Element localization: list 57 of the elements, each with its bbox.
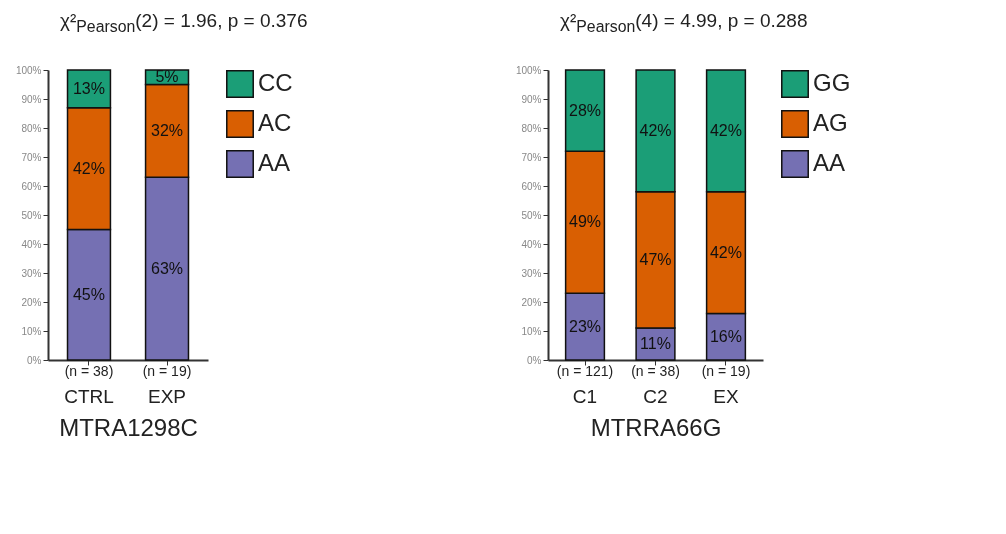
y-tick-label: 60% — [21, 180, 42, 192]
data-label: 16% — [709, 327, 743, 345]
legend-label: AA — [813, 149, 846, 176]
data-label: 42% — [709, 121, 743, 139]
y-tick-label: 50% — [521, 209, 542, 221]
legend-label: AG — [813, 109, 848, 136]
data-label: 28% — [568, 101, 602, 119]
legend-label: AC — [258, 109, 292, 136]
y-tick-label: 40% — [521, 238, 542, 250]
data-label: 49% — [568, 213, 602, 231]
y-tick-label: 70% — [521, 151, 542, 163]
y-tick-label: 20% — [21, 296, 42, 308]
text: (n = 121) — [556, 363, 614, 379]
y-tick-label: 30% — [521, 267, 542, 279]
y-tick-label: 30% — [21, 267, 42, 279]
y-tick-label: 0% — [27, 354, 42, 366]
data-label: 47% — [639, 250, 672, 268]
y-tick-label: 100% — [515, 64, 542, 76]
y-tick-label: 90% — [21, 93, 42, 105]
y-tick-label: 0% — [527, 354, 542, 366]
data-label: 23% — [568, 317, 602, 335]
data-label: 13% — [72, 79, 105, 97]
y-tick-label: 90% — [521, 93, 542, 105]
y-tick-label: 10% — [521, 325, 542, 337]
x-tick-label: C1 — [572, 385, 598, 407]
text: (n = 38) — [631, 363, 680, 379]
x-tick-label: C2 — [643, 385, 668, 407]
text: (n = 19) — [701, 363, 751, 379]
data-label: 32% — [151, 121, 184, 139]
text: (n = 38) — [64, 363, 114, 379]
x-axis-title: MTRRA66G — [590, 413, 722, 441]
y-tick-label: 60% — [521, 180, 542, 192]
y-tick-label: 50% — [21, 209, 42, 221]
chart-title: χ²$_{Pearson}$(4) = 4.99, p = 0.288 — [560, 10, 809, 37]
data-label: 42% — [709, 243, 743, 261]
data-label: 42% — [639, 121, 672, 139]
y-tick-label: 10% — [21, 325, 42, 337]
y-tick-label: 100% — [15, 64, 42, 76]
legend-label: CC — [258, 69, 293, 96]
chart-title: χ²$_{Pearson}$(2) = 1.96, p = 0.376 — [60, 10, 309, 37]
data-label: 45% — [72, 285, 105, 303]
y-tick-label: 80% — [521, 122, 542, 134]
x-axis-title: MTRA1298C — [59, 413, 198, 441]
data-label: 11% — [640, 335, 671, 353]
x-tick-label: EXP — [148, 385, 187, 407]
legend-label: GG — [813, 69, 851, 96]
data-label: 42% — [72, 159, 105, 177]
y-tick-label: 40% — [21, 238, 42, 250]
data-label: 63% — [151, 259, 184, 277]
text: (n = 19) — [142, 363, 192, 379]
legend-label: AA — [258, 149, 291, 176]
y-tick-label: 70% — [21, 151, 42, 163]
y-tick-label: 20% — [521, 296, 542, 308]
data-label: 5% — [155, 68, 179, 86]
x-tick-label: EX — [713, 385, 739, 407]
y-tick-label: 80% — [21, 122, 42, 134]
x-tick-label: CTRL — [64, 385, 114, 407]
